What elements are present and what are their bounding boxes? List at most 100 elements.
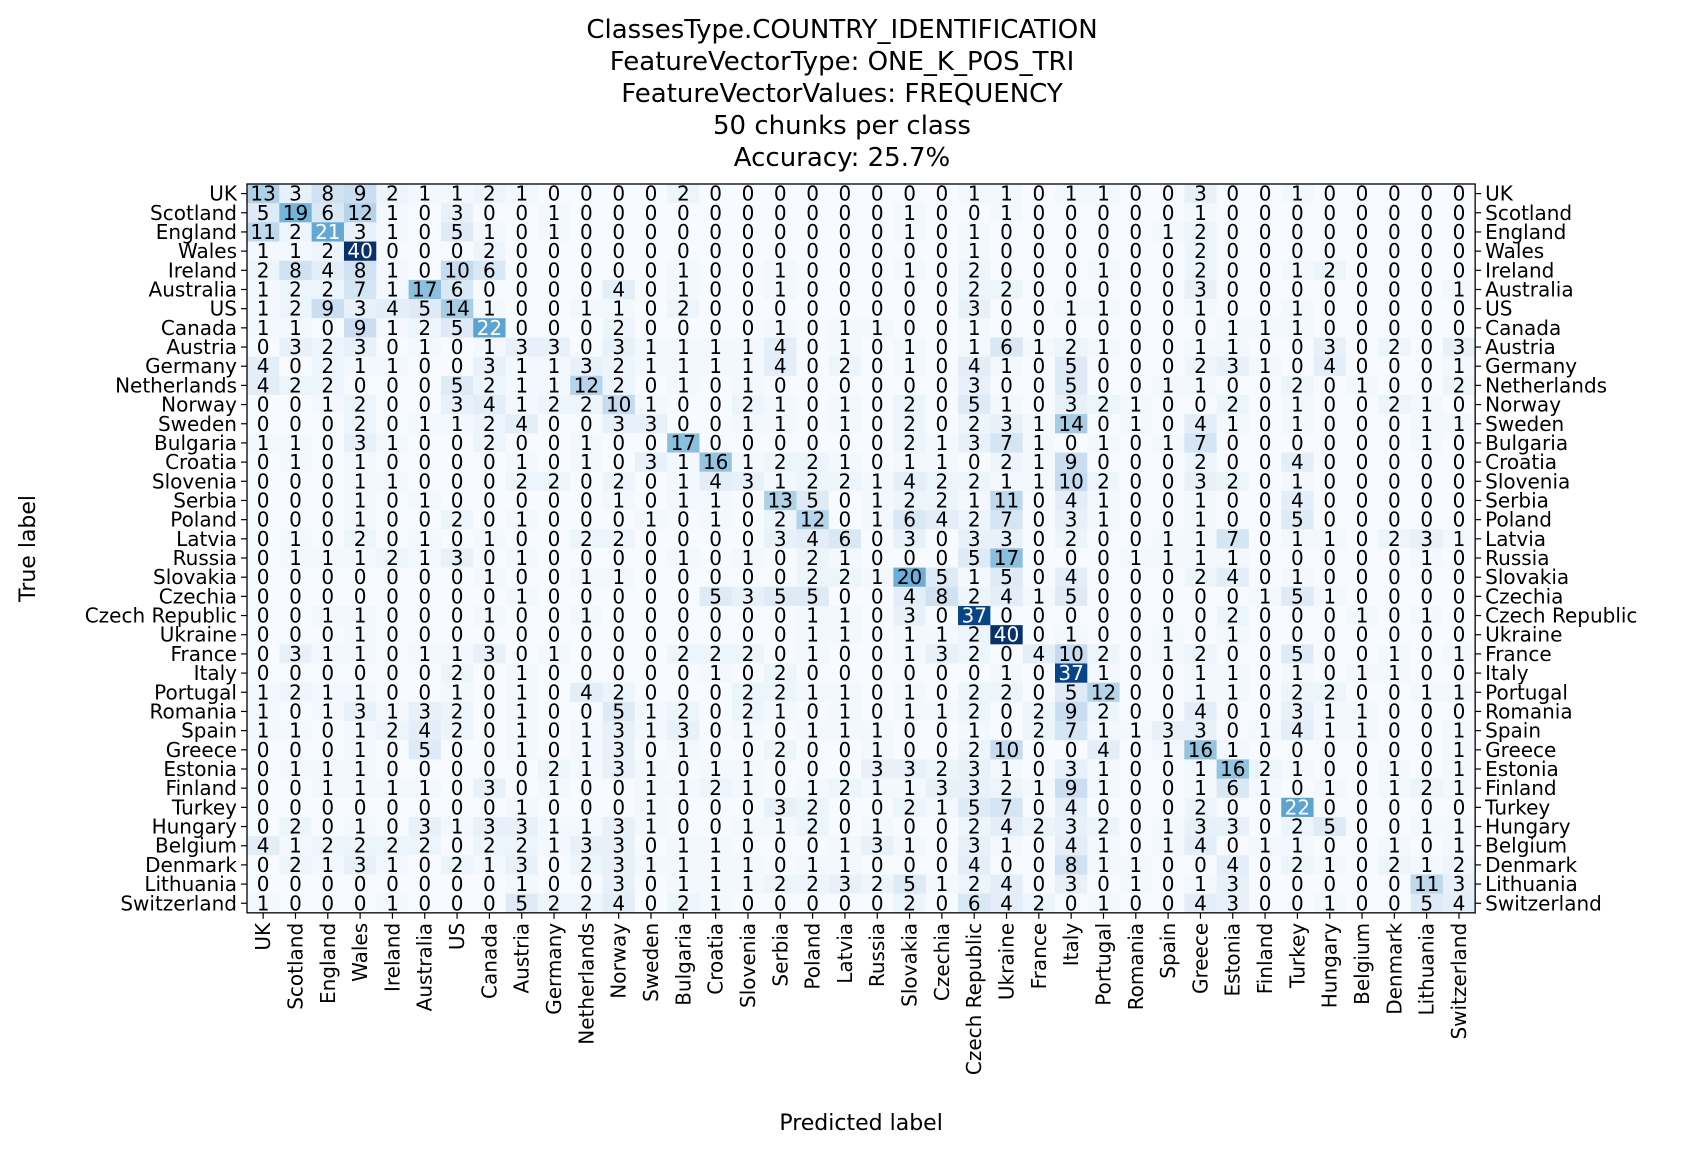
heatmap-cell bbox=[796, 356, 830, 377]
heatmap-cell bbox=[408, 874, 442, 895]
cell-value: 0 bbox=[1032, 297, 1045, 321]
cell-value: 1 bbox=[677, 546, 690, 570]
heatmap-cell bbox=[247, 356, 280, 377]
heatmap-cell bbox=[376, 337, 409, 358]
heatmap-cell bbox=[1151, 241, 1185, 262]
cell-value: 0 bbox=[548, 584, 561, 608]
heatmap-cell bbox=[796, 567, 830, 588]
heatmap-cell bbox=[1184, 778, 1217, 799]
heatmap-cell bbox=[634, 759, 668, 779]
heatmap-cell bbox=[667, 778, 700, 799]
cell-value: 0 bbox=[1065, 220, 1078, 244]
heatmap-cell bbox=[699, 567, 733, 588]
heatmap-cell bbox=[699, 893, 733, 914]
cell-value: 1 bbox=[1000, 354, 1013, 378]
heatmap-cell bbox=[667, 510, 700, 530]
heatmap-cell bbox=[667, 375, 700, 396]
cell-value: 1 bbox=[1420, 546, 1433, 570]
cell-value: 0 bbox=[1356, 488, 1369, 512]
heatmap-cell bbox=[311, 184, 345, 204]
cell-value: 0 bbox=[709, 297, 722, 321]
heatmap-cell bbox=[247, 759, 280, 779]
heatmap-cell bbox=[537, 510, 571, 530]
heatmap-cell bbox=[1151, 184, 1185, 204]
cell-value: 1 bbox=[1323, 853, 1336, 877]
cell-value: 1 bbox=[1226, 738, 1239, 762]
heatmap-cell bbox=[1281, 299, 1314, 319]
cell-value: 5 bbox=[1065, 354, 1078, 378]
heatmap-cell bbox=[1442, 855, 1476, 875]
heatmap-cell bbox=[376, 586, 409, 607]
heatmap-cell bbox=[796, 855, 830, 875]
cell-value: 17 bbox=[671, 431, 696, 455]
cell-value: 0 bbox=[1162, 584, 1175, 608]
heatmap-cell bbox=[1345, 260, 1379, 281]
heatmap-cell bbox=[1022, 644, 1056, 664]
heatmap-cell bbox=[343, 414, 377, 434]
heatmap-cell bbox=[796, 299, 830, 319]
heatmap-cell bbox=[634, 701, 668, 722]
heatmap-cell bbox=[247, 548, 280, 568]
cell-value: 0 bbox=[548, 527, 561, 551]
cell-value: 0 bbox=[1356, 584, 1369, 608]
heatmap-cell bbox=[731, 337, 765, 358]
heatmap-cell bbox=[311, 797, 345, 818]
cell-value: 0 bbox=[1194, 393, 1207, 417]
heatmap-cell bbox=[1248, 337, 1282, 358]
heatmap-cell bbox=[634, 510, 668, 530]
cell-value: 2 bbox=[418, 316, 431, 340]
cell-value: 1 bbox=[677, 738, 690, 762]
heatmap-cell bbox=[279, 529, 313, 549]
heatmap-cell bbox=[1151, 874, 1185, 895]
cell-value: 0 bbox=[1453, 393, 1466, 417]
cell-value: 1 bbox=[418, 335, 431, 359]
heatmap-cell bbox=[343, 548, 377, 568]
cell-value: 1 bbox=[1259, 719, 1272, 743]
heatmap-cell bbox=[440, 394, 474, 415]
cell-value: 0 bbox=[1420, 488, 1433, 512]
cell-value: 1 bbox=[1226, 661, 1239, 685]
heatmap-cell bbox=[570, 586, 603, 607]
cell-value: 5 bbox=[451, 220, 464, 244]
cell-value: 0 bbox=[645, 546, 658, 570]
heatmap-cell bbox=[699, 663, 733, 684]
heatmap-cell bbox=[1410, 279, 1444, 300]
heatmap-cell bbox=[602, 394, 636, 415]
cell-value: 0 bbox=[1388, 565, 1401, 589]
heatmap-cell bbox=[958, 318, 991, 338]
cell-value: 1 bbox=[515, 393, 528, 417]
cell-value: 0 bbox=[1194, 316, 1207, 340]
cell-value: 0 bbox=[968, 661, 981, 685]
cell-value: 4 bbox=[1453, 891, 1466, 915]
y-tick-label-right: Ukraine bbox=[1485, 623, 1562, 647]
heatmap-cell bbox=[1345, 471, 1379, 492]
heatmap-cell bbox=[958, 797, 991, 818]
heatmap-cell bbox=[893, 778, 927, 799]
heatmap-cell bbox=[279, 836, 313, 856]
cell-value: 0 bbox=[1259, 623, 1272, 647]
cell-value: 0 bbox=[418, 795, 431, 819]
heatmap-cell bbox=[828, 471, 862, 492]
heatmap-cell bbox=[1378, 836, 1411, 856]
heatmap-cell bbox=[247, 241, 280, 262]
heatmap-cell bbox=[440, 663, 474, 684]
cell-value: 0 bbox=[709, 393, 722, 417]
heatmap-cell bbox=[570, 893, 603, 914]
heatmap-cell bbox=[440, 759, 474, 779]
heatmap-cell bbox=[1281, 356, 1314, 377]
heatmap-cell bbox=[861, 222, 894, 242]
cell-value: 0 bbox=[515, 604, 528, 628]
heatmap-cell bbox=[828, 836, 862, 856]
cell-value: 0 bbox=[1453, 546, 1466, 570]
heatmap-cell bbox=[1345, 394, 1379, 415]
title-line-5: Accuracy: 25.7% bbox=[734, 143, 950, 173]
heatmap-cell bbox=[311, 203, 345, 223]
heatmap-cell bbox=[731, 529, 765, 549]
cell-value: 0 bbox=[321, 738, 334, 762]
heatmap-cell bbox=[537, 816, 571, 837]
cell-value: 0 bbox=[1323, 604, 1336, 628]
heatmap-cell bbox=[440, 548, 474, 568]
cell-value: 4 bbox=[1000, 584, 1013, 608]
heatmap-cell bbox=[537, 299, 571, 319]
cell-value: 37 bbox=[961, 604, 986, 628]
